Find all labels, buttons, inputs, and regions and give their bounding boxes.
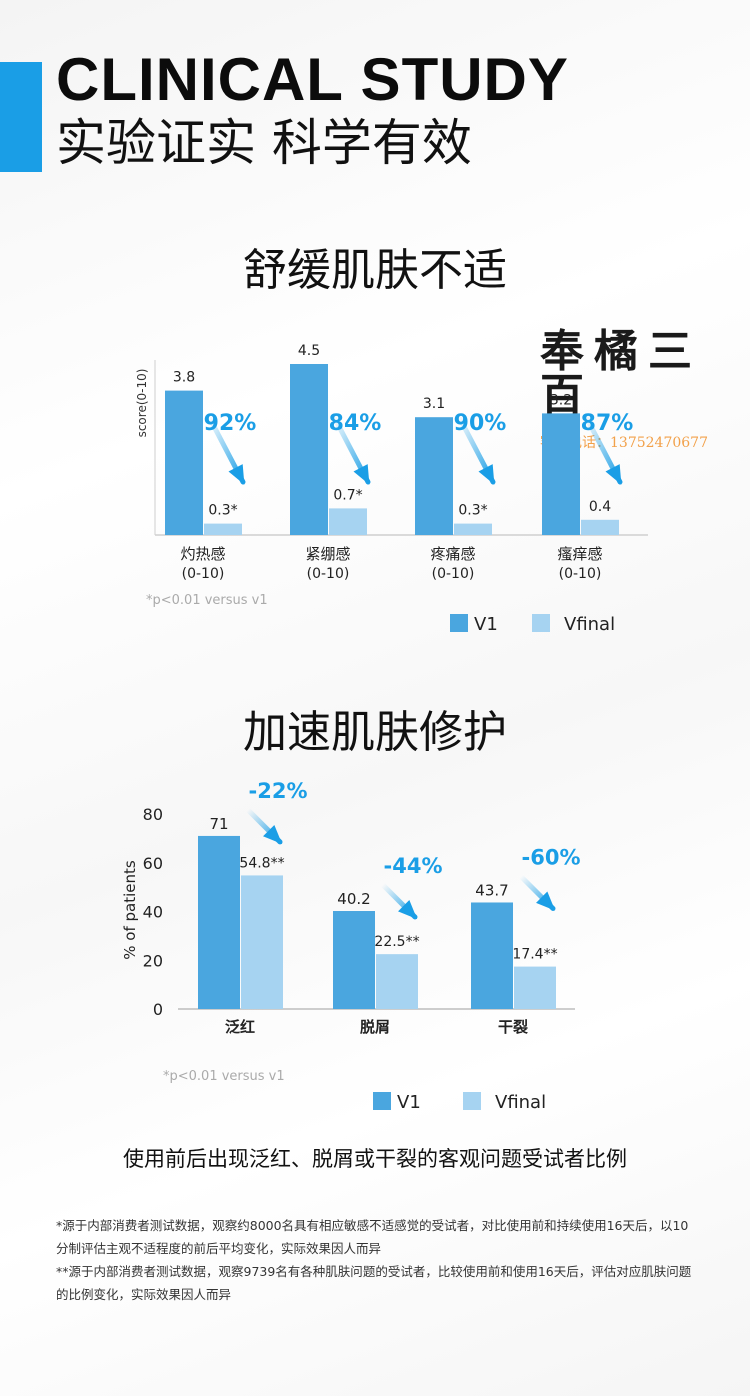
reduction-arrow-3-head — [536, 891, 556, 911]
reduction-arrow-1-head — [228, 464, 245, 485]
bar-vfinal-3 — [454, 523, 492, 535]
bar-vfinal-3 — [514, 966, 556, 1009]
footnotes: *源于内部消费者测试数据，观察约8000名具有相应敏感不适感觉的受试者，对比使用… — [56, 1214, 696, 1306]
y-tick-0: 0 — [153, 1000, 163, 1019]
legend-swatch-vfinal — [532, 614, 550, 632]
reduction-arrow-2-head — [353, 464, 370, 485]
y-axis-label: score(0-10) — [135, 369, 149, 438]
category-label-1: 泛红 — [225, 1018, 255, 1036]
bar-v1-label-2: 4.5 — [298, 343, 320, 359]
bar-vfinal-4 — [581, 519, 619, 535]
reduction-label-1: -22% — [249, 779, 308, 803]
bar-vfinal-2 — [329, 508, 367, 535]
reduction-arrow-1-head — [263, 824, 283, 845]
footnote-2: **源于内部消费者测试数据，观察9739名有各种肌肤问题的受试者，比较使用前和使… — [56, 1264, 692, 1302]
category-sublabel-1: (0-10) — [182, 566, 225, 582]
bar-vfinal-label-2: 0.7* — [333, 487, 362, 503]
footnote-1: *源于内部消费者测试数据，观察约8000名具有相应敏感不适感觉的受试者，对比使用… — [56, 1218, 689, 1256]
bar-vfinal-2 — [376, 954, 418, 1009]
bar-vfinal-1 — [204, 523, 242, 535]
y-tick-40: 40 — [143, 903, 163, 922]
category-sublabel-4: (0-10) — [559, 566, 602, 582]
bar-v1-2 — [290, 364, 328, 535]
category-label-3: 疼痛感 — [430, 545, 475, 563]
chart-skin-repair: % of patients 0 20 40 60 80 71 54.8** -22% 泛红 40.2… — [121, 779, 581, 1113]
bar-vfinal-label-1: 0.3* — [208, 503, 237, 519]
accent-bar — [0, 62, 42, 172]
bar-vfinal-label-4: 0.4 — [589, 499, 611, 515]
reduction-arrow-3-head — [478, 464, 495, 485]
legend-label-vfinal: Vfinal — [495, 1092, 546, 1113]
bar-vfinal-1 — [241, 875, 283, 1009]
bar-v1-3 — [415, 417, 453, 535]
chart-soothe-discomfort: score(0-10) 3.80.3*92%灼热感(0-10)4.50.7*84%… — [135, 343, 648, 635]
significance-footnote: *p<0.01 versus v1 — [146, 593, 268, 608]
legend-swatch-v1 — [450, 614, 468, 632]
bar-v1-1 — [198, 835, 240, 1009]
legend-label-vfinal: Vfinal — [564, 614, 615, 635]
bar-vfinal-label-3: 0.3* — [458, 503, 487, 519]
bar-v1-label-3: 3.1 — [423, 396, 445, 412]
legend-label-v1: V1 — [397, 1092, 421, 1113]
watermark: 奉橘三百 客服电话：13752470677 — [540, 330, 740, 452]
section-title-soothe: 舒缓肌肤不适 — [243, 245, 507, 296]
watermark-phone: 客服电话：13752470677 — [540, 435, 708, 451]
bar-v1-label-1: 71 — [209, 815, 228, 833]
legend-swatch-v1 — [373, 1092, 391, 1110]
page-title-en: CLINICAL STUDY — [56, 46, 569, 113]
category-label-2: 紧绷感 — [305, 545, 350, 563]
y-tick-80: 80 — [143, 805, 163, 824]
reduction-arrow-2-head — [398, 900, 418, 920]
bar-v1-1 — [165, 390, 203, 535]
legend-swatch-vfinal — [463, 1092, 481, 1110]
bar-v1-label-2: 40.2 — [337, 890, 370, 908]
page-title-cn: 实验证实 科学有效 — [56, 114, 472, 172]
reduction-label-2: -44% — [384, 854, 443, 878]
section-title-repair: 加速肌肤修护 — [243, 707, 507, 758]
bar-v1-label-3: 43.7 — [475, 881, 508, 899]
chart-caption: 使用前后出现泛红、脱屑或干裂的客观问题受试者比例 — [123, 1147, 627, 1171]
reduction-arrow-4-head — [605, 464, 622, 485]
bar-vfinal-label-3: 17.4** — [512, 947, 557, 963]
category-label-2: 脱屑 — [360, 1018, 390, 1036]
bar-v1-3 — [471, 902, 513, 1009]
bar-v1-4 — [542, 413, 580, 535]
bar-vfinal-label-2: 22.5** — [374, 934, 419, 950]
bar-v1-label-4: 3.2 — [550, 392, 572, 408]
bar-v1-label-1: 3.8 — [173, 370, 195, 386]
category-label-3: 干裂 — [498, 1018, 528, 1036]
y-tick-60: 60 — [143, 854, 163, 873]
reduction-label-3: -60% — [522, 845, 581, 869]
y-axis-label: % of patients — [121, 860, 139, 960]
bar-v1-2 — [333, 911, 375, 1009]
category-label-4: 瘙痒感 — [557, 545, 602, 563]
category-sublabel-2: (0-10) — [307, 566, 350, 582]
significance-footnote: *p<0.01 versus v1 — [163, 1069, 285, 1084]
legend-label-v1: V1 — [474, 614, 498, 635]
bar-vfinal-label-1: 54.8** — [239, 855, 284, 871]
category-sublabel-3: (0-10) — [432, 566, 475, 582]
y-tick-20: 20 — [143, 951, 163, 970]
category-label-1: 灼热感 — [180, 545, 225, 563]
watermark-logo: 奉橘三百 — [540, 326, 702, 421]
